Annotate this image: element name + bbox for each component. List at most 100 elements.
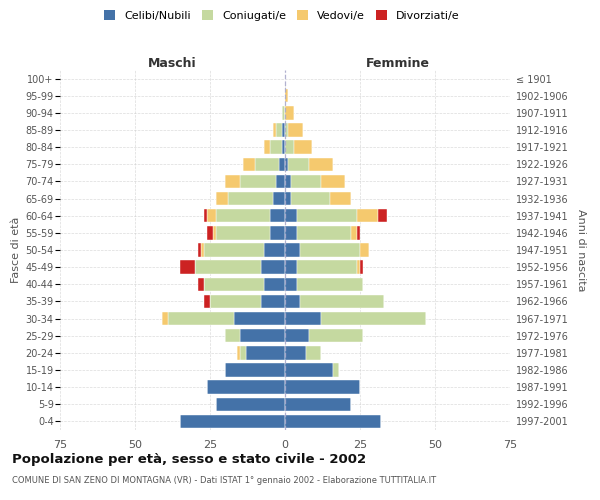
Bar bbox=[297, 278, 363, 291]
Bar bbox=[285, 226, 297, 239]
Bar bbox=[216, 226, 270, 239]
Bar bbox=[237, 346, 240, 360]
Bar bbox=[240, 174, 276, 188]
Bar bbox=[204, 244, 264, 256]
Bar bbox=[357, 260, 360, 274]
Bar bbox=[273, 192, 285, 205]
Text: Popolazione per età, sesso e stato civile - 2002: Popolazione per età, sesso e stato civil… bbox=[12, 452, 366, 466]
Bar bbox=[291, 192, 330, 205]
Text: Femmine: Femmine bbox=[365, 57, 430, 70]
Text: Maschi: Maschi bbox=[148, 57, 197, 70]
Y-axis label: Fasce di età: Fasce di età bbox=[11, 217, 21, 283]
Bar bbox=[225, 364, 285, 376]
Bar bbox=[246, 346, 285, 360]
Bar bbox=[264, 244, 285, 256]
Bar bbox=[285, 244, 300, 256]
Bar bbox=[300, 294, 384, 308]
Bar bbox=[270, 140, 282, 154]
Bar bbox=[285, 414, 381, 428]
Bar bbox=[357, 209, 378, 222]
Bar bbox=[297, 226, 351, 239]
Bar bbox=[282, 106, 285, 120]
Bar bbox=[285, 294, 300, 308]
Bar bbox=[270, 226, 285, 239]
Bar bbox=[285, 158, 288, 171]
Bar bbox=[195, 260, 261, 274]
Bar bbox=[240, 329, 285, 342]
Bar bbox=[282, 124, 285, 136]
Bar bbox=[162, 312, 168, 326]
Bar bbox=[264, 278, 285, 291]
Bar bbox=[285, 174, 291, 188]
Bar bbox=[285, 312, 321, 326]
Bar bbox=[297, 260, 357, 274]
Bar bbox=[225, 174, 240, 188]
Bar bbox=[270, 209, 285, 222]
Bar bbox=[201, 244, 204, 256]
Bar bbox=[261, 260, 285, 274]
Bar bbox=[213, 226, 216, 239]
Bar bbox=[198, 278, 204, 291]
Bar bbox=[210, 294, 261, 308]
Bar bbox=[285, 398, 351, 411]
Bar bbox=[216, 209, 270, 222]
Bar bbox=[198, 244, 201, 256]
Bar bbox=[279, 158, 285, 171]
Bar bbox=[261, 294, 285, 308]
Bar bbox=[285, 140, 294, 154]
Bar bbox=[285, 124, 288, 136]
Bar bbox=[285, 278, 297, 291]
Bar bbox=[228, 192, 273, 205]
Bar bbox=[378, 209, 387, 222]
Bar bbox=[207, 226, 213, 239]
Bar bbox=[207, 209, 216, 222]
Bar bbox=[204, 278, 264, 291]
Bar bbox=[216, 192, 228, 205]
Bar bbox=[234, 312, 285, 326]
Bar bbox=[330, 192, 351, 205]
Bar bbox=[276, 174, 285, 188]
Bar bbox=[288, 158, 309, 171]
Bar bbox=[285, 380, 360, 394]
Bar bbox=[309, 158, 333, 171]
Bar bbox=[300, 244, 360, 256]
Y-axis label: Anni di nascita: Anni di nascita bbox=[576, 209, 586, 291]
Bar bbox=[285, 364, 333, 376]
Bar bbox=[297, 209, 357, 222]
Bar bbox=[285, 260, 297, 274]
Bar bbox=[285, 346, 306, 360]
Bar bbox=[360, 244, 369, 256]
Bar bbox=[225, 329, 240, 342]
Bar bbox=[351, 226, 357, 239]
Bar bbox=[306, 346, 321, 360]
Bar bbox=[207, 380, 285, 394]
Bar bbox=[180, 260, 195, 274]
Text: COMUNE DI SAN ZENO DI MONTAGNA (VR) - Dati ISTAT 1° gennaio 2002 - Elaborazione : COMUNE DI SAN ZENO DI MONTAGNA (VR) - Da… bbox=[12, 476, 436, 485]
Bar bbox=[285, 329, 309, 342]
Bar bbox=[291, 174, 321, 188]
Bar bbox=[243, 158, 255, 171]
Bar bbox=[360, 260, 363, 274]
Bar bbox=[168, 312, 234, 326]
Bar bbox=[240, 346, 246, 360]
Bar bbox=[285, 89, 288, 102]
Bar bbox=[288, 124, 303, 136]
Bar bbox=[273, 124, 276, 136]
Bar bbox=[333, 364, 339, 376]
Bar bbox=[321, 174, 345, 188]
Bar bbox=[285, 106, 294, 120]
Bar bbox=[321, 312, 426, 326]
Bar bbox=[294, 140, 312, 154]
Bar bbox=[255, 158, 279, 171]
Bar bbox=[285, 192, 291, 205]
Bar bbox=[264, 140, 270, 154]
Legend: Celibi/Nubili, Coniugati/e, Vedovi/e, Divorziati/e: Celibi/Nubili, Coniugati/e, Vedovi/e, Di… bbox=[102, 8, 462, 23]
Bar bbox=[285, 209, 297, 222]
Bar bbox=[357, 226, 360, 239]
Bar bbox=[180, 414, 285, 428]
Bar bbox=[204, 294, 210, 308]
Bar bbox=[309, 329, 363, 342]
Bar bbox=[282, 140, 285, 154]
Bar bbox=[276, 124, 282, 136]
Bar bbox=[204, 209, 207, 222]
